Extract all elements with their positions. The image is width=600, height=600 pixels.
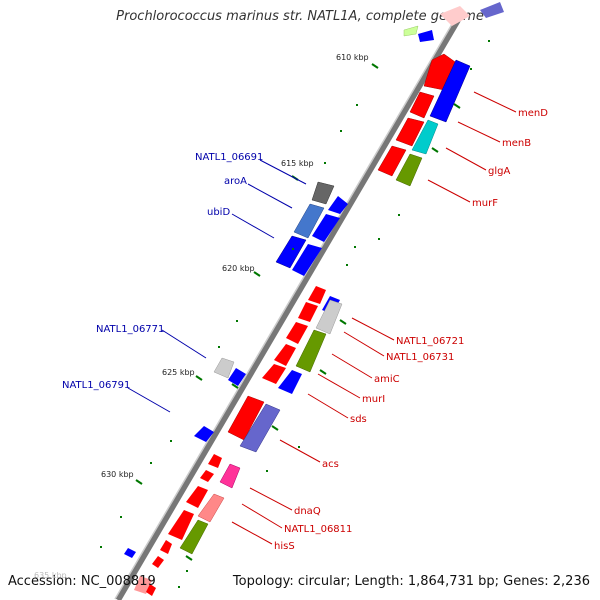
genome-summary: Topology: circular; Length: 1,864,731 bp…: [232, 574, 590, 589]
gene-partial-purple: [480, 2, 504, 18]
gene-red[interactable]: [262, 364, 286, 384]
gene-red[interactable]: [409, 91, 435, 119]
gene-red[interactable]: [274, 344, 296, 366]
gene-label-murF[interactable]: murF: [472, 198, 498, 209]
gene-lightgrey[interactable]: [213, 357, 235, 379]
tick-label-615: 615 kbp: [281, 159, 314, 168]
accession-label: Accession: NC_008819: [8, 574, 156, 589]
gc-dots: [100, 40, 490, 588]
gene-blue[interactable]: [228, 368, 246, 386]
gene-red[interactable]: [168, 510, 194, 540]
gene-label-amiC[interactable]: amiC: [374, 374, 400, 385]
gene-label-glgA[interactable]: glgA: [488, 166, 510, 177]
gene-label-dnaQ[interactable]: dnaQ: [294, 506, 321, 517]
gene-red[interactable]: [208, 454, 222, 468]
gene-label-murI[interactable]: murI: [362, 394, 385, 405]
left-labels: NATL1_06691 aroA ubiD NATL1_06771 NATL1_…: [62, 152, 307, 413]
right-labels: menD menB glgA murF NATL1_06721 NATL1_06…: [231, 91, 548, 552]
gene-label-NATL1_06691[interactable]: NATL1_06691: [195, 152, 263, 163]
gene-red[interactable]: [146, 584, 156, 596]
gene-blue[interactable]: [124, 548, 136, 558]
gene-cluster-2: [275, 181, 348, 276]
gene-olive-amiC[interactable]: [295, 329, 327, 373]
tick-label-625: 625 kbp: [162, 368, 195, 377]
gene-steelblue-aroA[interactable]: [293, 203, 325, 239]
gene-blue-menD[interactable]: [429, 59, 471, 123]
tick-label-610: 610 kbp: [336, 53, 369, 62]
genome-backbone: [115, 18, 461, 600]
gene-red[interactable]: [286, 322, 308, 344]
gene-magenta-dnaQ[interactable]: [219, 463, 241, 489]
gene-red[interactable]: [298, 302, 318, 322]
tick-label-620: 620 kbp: [222, 264, 255, 273]
gene-red[interactable]: [377, 145, 407, 177]
gene-red[interactable]: [186, 486, 208, 508]
gene-purple-acs[interactable]: [239, 403, 281, 453]
map-title: Prochlorococcus marinus str. NATL1A, com…: [116, 9, 484, 24]
gene-partial-blue: [418, 30, 434, 42]
gene-red[interactable]: [308, 286, 326, 304]
gene-lightgrey-NATL1_06731[interactable]: [315, 299, 343, 335]
gene-blue[interactable]: [194, 426, 214, 442]
gene-blue[interactable]: [312, 214, 340, 242]
gene-partial-pink: [440, 6, 470, 26]
gene-red[interactable]: [200, 470, 214, 482]
gene-grey-NATL1_06691[interactable]: [311, 181, 335, 205]
gene-label-menD[interactable]: menD: [518, 108, 548, 119]
gene-red[interactable]: [395, 117, 425, 147]
gene-pink-NATL1_06811[interactable]: [197, 493, 225, 523]
gene-olive-glgA[interactable]: [395, 153, 423, 187]
gene-red[interactable]: [160, 540, 172, 554]
gene-label-aroA[interactable]: aroA: [224, 176, 247, 187]
gene-label-menB[interactable]: menB: [502, 138, 531, 149]
genome-backbone-highlight: [114, 18, 456, 600]
gene-label-acs[interactable]: acs: [322, 459, 339, 470]
gc-dashes: [135, 63, 461, 561]
tick-label-635: 635 kbp: [34, 571, 67, 580]
gene-blue[interactable]: [328, 196, 348, 214]
gene-label-NATL1_06791[interactable]: NATL1_06791: [62, 380, 130, 391]
gene-red[interactable]: [152, 556, 164, 568]
gene-blue-murI[interactable]: [278, 370, 302, 394]
gene-cyan-menB[interactable]: [411, 119, 439, 155]
gene-label-NATL1_06721[interactable]: NATL1_06721: [396, 336, 464, 347]
gene-cluster-4: [194, 395, 281, 453]
gene-cluster-1: [377, 53, 471, 187]
tick-label-630: 630 kbp: [101, 470, 134, 479]
gene-olive-hisS[interactable]: [179, 519, 209, 555]
gene-label-NATL1_06811[interactable]: NATL1_06811: [284, 524, 352, 535]
gene-label-ubiD[interactable]: ubiD: [207, 207, 230, 218]
gene-label-hisS[interactable]: hisS: [274, 541, 295, 552]
gene-blue-ubiD[interactable]: [275, 235, 307, 269]
gene-label-NATL1_06771[interactable]: NATL1_06771: [96, 324, 164, 335]
gene-label-NATL1_06731[interactable]: NATL1_06731: [386, 352, 454, 363]
gene-cluster-3: [213, 286, 343, 394]
gene-blue[interactable]: [292, 244, 322, 276]
gene-label-sds[interactable]: sds: [350, 414, 367, 425]
gene-cluster-5: [124, 454, 241, 596]
gene-partial-green: [403, 25, 419, 37]
